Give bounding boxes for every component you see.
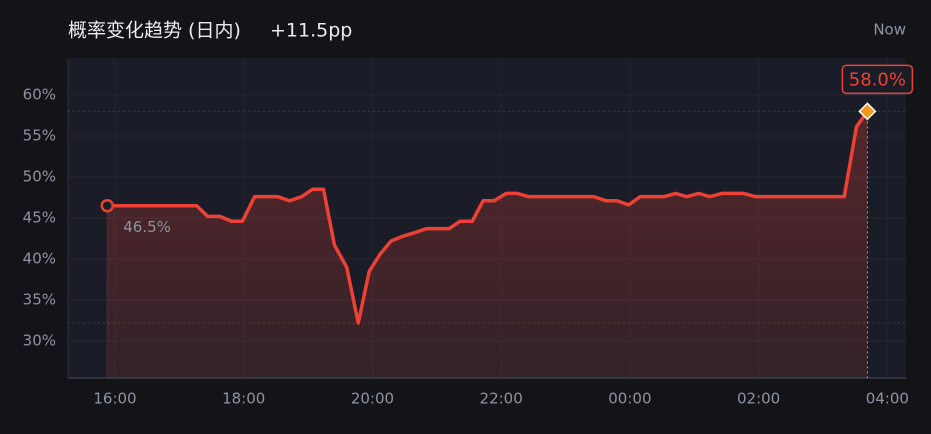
change-label: +11.5pp [270,20,352,42]
end-label-group: 58.0% [841,64,914,95]
y-tick-label: 35% [23,291,56,309]
end-label: 58.0% [849,69,906,90]
start-label: 46.5% [123,218,171,236]
x-tick-label: 20:00 [351,390,394,408]
y-tick-label: 55% [23,126,56,144]
x-tick-label: 02:00 [737,390,780,408]
now-label: Now [873,21,906,39]
x-tick-label: 22:00 [480,390,523,408]
y-tick-label: 45% [23,209,56,227]
chart-title: 概率变化趋势 (日内) [68,20,241,42]
end-marker [858,102,877,121]
area [107,111,868,378]
end-label-box [841,64,914,95]
x-tick-label: 16:00 [93,390,136,408]
x-tick-label: 18:00 [222,390,265,408]
start-marker [100,198,115,213]
x-tick-label: 04:00 [866,390,909,408]
y-tick-label: 30% [23,332,56,350]
line [107,110,869,325]
y-tick-label: 50% [23,167,56,185]
y-tick-label: 40% [23,250,56,268]
y-tick-label: 60% [23,85,56,103]
x-tick-label: 00:00 [608,390,651,408]
